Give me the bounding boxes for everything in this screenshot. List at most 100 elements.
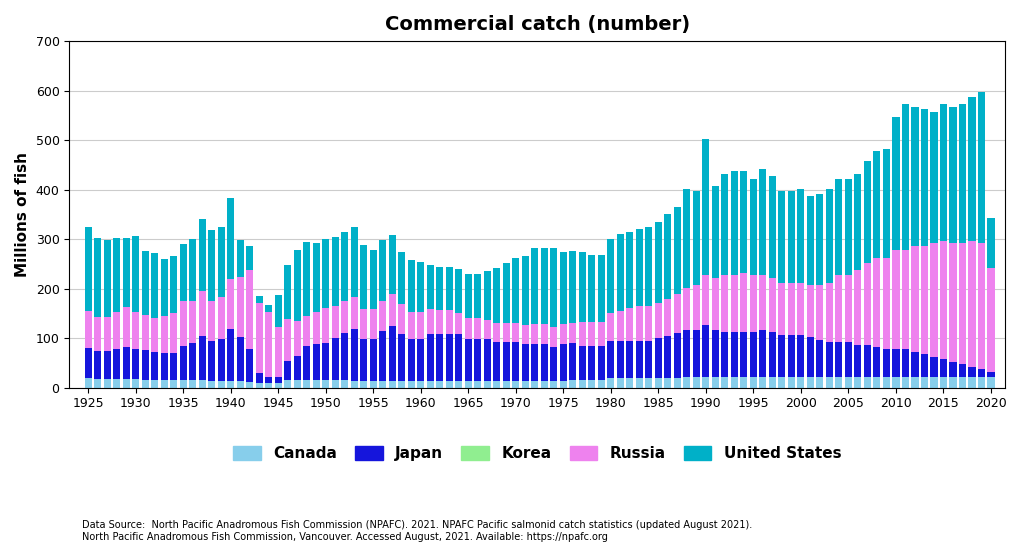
Bar [360,309,368,339]
Bar [303,316,310,346]
Bar [807,377,814,388]
Bar [569,252,577,323]
Bar [341,301,348,333]
Bar [180,244,186,301]
Text: Data Source:  North Pacific Anadromous Fish Commission (NPAFC). 2021. NPAFC Paci: Data Source: North Pacific Anadromous Fi… [82,520,753,542]
Bar [740,332,748,377]
Bar [246,246,253,270]
Bar [531,344,539,381]
Bar [474,339,481,381]
Bar [931,243,938,357]
Bar [760,169,767,275]
Bar [483,271,490,321]
Bar [569,323,577,343]
Bar [579,346,586,380]
Bar [285,362,292,380]
Bar [246,270,253,350]
Bar [351,296,358,329]
Bar [683,189,690,288]
Bar [987,377,994,388]
Bar [816,194,823,285]
Bar [256,304,263,373]
Bar [389,294,396,326]
Bar [987,218,994,268]
Bar [873,347,881,377]
Bar [456,334,463,381]
Bar [911,107,919,246]
Bar [883,350,890,377]
Bar [769,278,776,332]
Bar [246,350,253,382]
Bar [389,235,396,294]
Bar [398,334,406,381]
Bar [816,340,823,377]
Bar [370,249,377,309]
Bar [474,381,481,388]
Bar [607,239,614,313]
Bar [883,149,890,258]
Bar [836,342,843,377]
Bar [141,315,148,350]
Bar [418,263,424,312]
Bar [303,380,310,388]
Bar [541,324,548,344]
Bar [141,380,148,388]
Bar [892,117,899,251]
Bar [161,259,168,316]
Bar [170,380,177,388]
Bar [854,377,861,388]
Bar [579,253,586,322]
Bar [256,373,263,383]
Bar [123,238,130,307]
Bar [807,285,814,337]
Bar [503,381,510,388]
Bar [132,236,139,312]
Bar [512,341,519,381]
Bar [693,330,700,377]
Bar [787,191,795,283]
Bar [969,367,976,377]
Bar [569,343,577,380]
Bar [445,310,453,334]
Bar [332,338,339,380]
Bar [693,285,700,330]
Bar [199,380,206,388]
Bar [312,242,319,312]
Bar [285,319,292,362]
Bar [731,377,738,388]
Bar [389,381,396,388]
Bar [227,197,234,279]
Bar [456,313,463,334]
Bar [836,377,843,388]
Bar [408,312,415,339]
Bar [674,207,681,294]
Bar [85,311,92,348]
Bar [845,179,852,275]
Bar [654,338,662,378]
Bar [237,277,244,336]
Bar [94,237,101,317]
Bar [152,352,159,380]
Bar [237,240,244,277]
Bar [474,318,481,339]
Bar [665,336,672,378]
Bar [627,232,634,309]
Bar [598,322,605,346]
Bar [798,335,805,377]
Bar [798,189,805,283]
Bar [170,257,177,313]
Bar [379,381,386,388]
Bar [883,258,890,350]
Bar [911,352,919,377]
Bar [550,381,557,388]
Bar [940,241,947,359]
Bar [312,344,319,380]
Bar [445,381,453,388]
Bar [589,255,595,322]
Bar [902,377,909,388]
Bar [769,176,776,278]
Bar [418,312,424,339]
Bar [294,249,301,321]
Bar [408,339,415,381]
Bar [456,381,463,388]
